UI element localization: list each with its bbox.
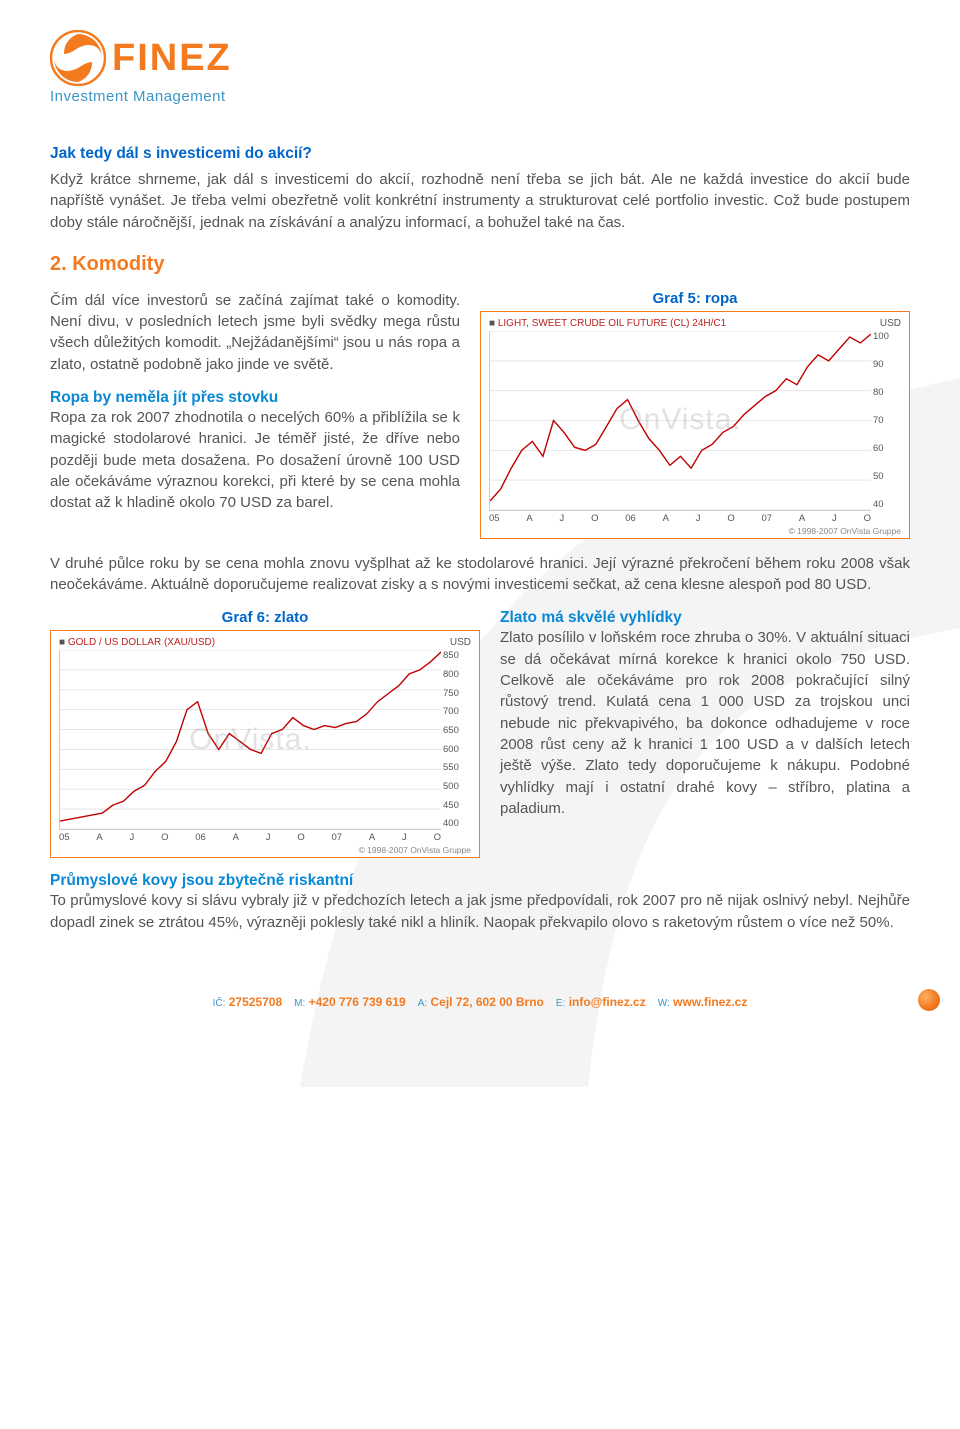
- chart6-unit: USD: [450, 637, 471, 648]
- chart5-xticks: 05AJO06AJO07AJO: [489, 511, 871, 524]
- section3-body: Zlato posílilo v loňském roce zhruba o 3…: [500, 627, 910, 819]
- section1-body: Když krátce shrneme, jak dál s investice…: [50, 169, 910, 233]
- section4-title: Průmyslové kovy jsou zbytečně riskantní: [50, 872, 910, 890]
- footer-item: IČ: 27525708: [213, 995, 283, 1009]
- footer-item: A: Cejl 72, 602 00 Brno: [418, 995, 544, 1009]
- chart6-caption: Graf 6: zlato: [50, 609, 480, 626]
- chart5: ■ LIGHT, SWEET CRUDE OIL FUTURE (CL) 24H…: [480, 311, 910, 539]
- finez-logo-icon: [50, 30, 106, 86]
- section1-title: Jak tedy dál s investicemi do akcií?: [50, 145, 910, 163]
- logo-block: FINEZ Investment Management: [50, 30, 910, 105]
- page-footer: IČ: 27525708 M: +420 776 739 619 A: Cejl 7…: [50, 995, 910, 1009]
- footer-dot-icon: [918, 989, 940, 1011]
- section2-p1: Čím dál více investorů se začíná zajímat…: [50, 290, 460, 375]
- chart6-series-label: GOLD / US DOLLAR (XAU/USD): [68, 637, 215, 648]
- chart5-yticks: 100908070605040: [873, 331, 901, 510]
- chart5-footer: © 1998-2007 OnVista Gruppe: [489, 526, 901, 536]
- chart5-unit: USD: [880, 318, 901, 329]
- section4-body: To průmyslové kovy si slávu vybraly již …: [50, 890, 910, 933]
- chart5-series-label: LIGHT, SWEET CRUDE OIL FUTURE (CL) 24H/C…: [498, 318, 726, 329]
- footer-item: W: www.finez.cz: [658, 995, 748, 1009]
- footer-item: M: +420 776 739 619: [294, 995, 406, 1009]
- chart6-plot: [60, 650, 441, 829]
- section2-sub1-body: Ropa za rok 2007 zhodnotila o necelých 6…: [50, 407, 460, 513]
- chart6-footer: © 1998-2007 OnVista Gruppe: [59, 845, 471, 855]
- section3-title: Zlato má skvělé vyhlídky: [500, 609, 910, 627]
- footer-item: E: info@finez.cz: [556, 995, 646, 1009]
- section2-title: 2. Komodity: [50, 253, 910, 276]
- chart5-caption: Graf 5: ropa: [480, 290, 910, 307]
- logo-name: FINEZ: [112, 39, 232, 77]
- section2-sub1-title: Ropa by neměla jít přes stovku: [50, 389, 460, 407]
- chart6: ■ GOLD / US DOLLAR (XAU/USD) USD OnVista…: [50, 630, 480, 858]
- section2-p2: V druhé půlce roku by se cena mohla znov…: [50, 553, 910, 596]
- logo-tagline: Investment Management: [50, 88, 910, 105]
- chart5-plot: [490, 331, 871, 510]
- chart6-yticks: 850800750700650600550500450400: [443, 650, 471, 829]
- chart6-xticks: 05AJO06AJO07AJO: [59, 830, 441, 843]
